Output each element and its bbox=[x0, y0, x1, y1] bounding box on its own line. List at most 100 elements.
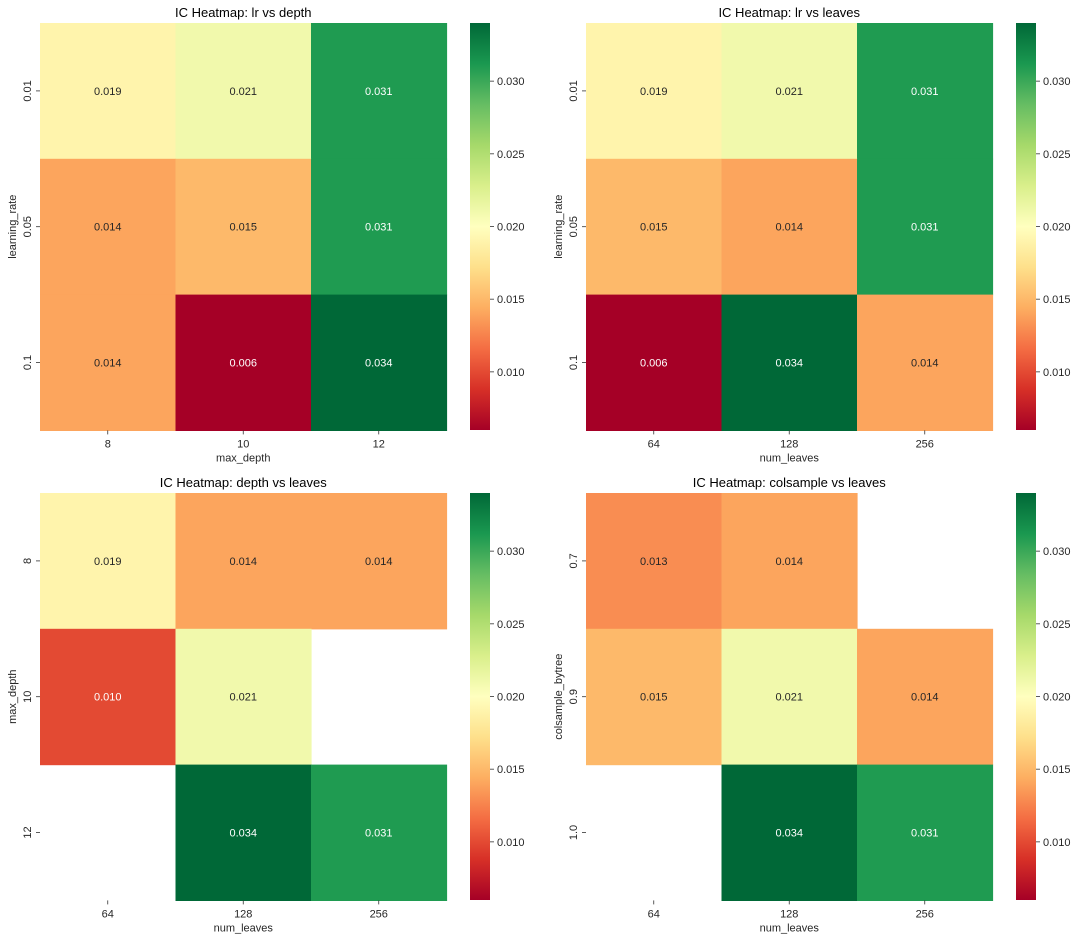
colorbar-tick-label: 0.025 bbox=[497, 619, 525, 631]
cell-value-label: 0.034 bbox=[775, 828, 803, 840]
cell-value-label: 0.006 bbox=[640, 358, 668, 370]
cell-value-label: 0.031 bbox=[911, 86, 939, 98]
cell-value-label: 0.021 bbox=[775, 86, 803, 98]
colorbar-tick-label: 0.010 bbox=[497, 837, 525, 849]
colorbar-tick-label: 0.025 bbox=[1043, 149, 1071, 161]
heatmap-cell bbox=[721, 158, 858, 296]
colorbar-tick-label: 0.025 bbox=[1043, 619, 1071, 631]
cell-value-label: 0.021 bbox=[775, 692, 803, 704]
cell-value-label: 0.010 bbox=[94, 692, 122, 704]
heatmap-cell bbox=[586, 628, 723, 766]
colorbar-tick-label: 0.020 bbox=[1043, 222, 1071, 234]
colorbar-tick-label: 0.020 bbox=[497, 692, 525, 704]
heatmap-cell bbox=[175, 23, 312, 160]
colorbar-tick-label: 0.015 bbox=[497, 294, 525, 306]
colorbar-tick-label: 0.030 bbox=[1043, 76, 1071, 88]
heatmap-cell bbox=[40, 294, 177, 431]
colorbar-tick-label: 0.010 bbox=[1043, 367, 1071, 379]
y-tick-label: 10 bbox=[22, 691, 34, 703]
x-tick-label: 128 bbox=[234, 908, 252, 920]
heatmap-cell bbox=[175, 158, 312, 296]
cell-value-label: 0.034 bbox=[775, 358, 803, 370]
x-axis-label: max_depth bbox=[216, 452, 270, 464]
y-tick-label: 0.01 bbox=[22, 80, 34, 101]
cell-value-label: 0.013 bbox=[640, 556, 668, 568]
cell-value-label: 0.014 bbox=[94, 358, 122, 370]
y-tick-label: 12 bbox=[22, 826, 34, 838]
heatmap-cell bbox=[311, 294, 448, 431]
heatmap-cell bbox=[857, 294, 994, 431]
heatmap-cell bbox=[721, 764, 858, 901]
x-tick-label: 8 bbox=[105, 438, 111, 450]
y-tick-label: 0.1 bbox=[568, 355, 580, 370]
colorbar bbox=[1016, 23, 1036, 430]
cell-value-label: 0.014 bbox=[365, 556, 393, 568]
x-tick-label: 64 bbox=[102, 908, 114, 920]
x-tick-label: 128 bbox=[780, 438, 798, 450]
colorbar-tick-label: 0.030 bbox=[497, 76, 525, 88]
y-axis-label: learning_rate bbox=[553, 195, 565, 259]
x-axis-label: num_leaves bbox=[760, 922, 820, 934]
colorbar-tick-label: 0.025 bbox=[497, 149, 525, 161]
heatmap-cell bbox=[586, 23, 723, 160]
heatmap-cell bbox=[586, 294, 723, 431]
cell-value-label: 0.014 bbox=[775, 556, 803, 568]
colorbar bbox=[470, 23, 490, 430]
colorbar-tick-label: 0.015 bbox=[1043, 764, 1071, 776]
y-tick-label: 0.1 bbox=[22, 355, 34, 370]
cell-value-label: 0.015 bbox=[640, 222, 668, 234]
heatmap-cell bbox=[311, 23, 448, 160]
cell-value-label: 0.019 bbox=[94, 86, 122, 98]
heatmap-cell bbox=[857, 158, 994, 296]
heatmap-cell bbox=[857, 764, 994, 901]
heatmap-cell bbox=[721, 628, 858, 766]
chart-title: IC Heatmap: depth vs leaves bbox=[160, 475, 327, 490]
heatmap-cell bbox=[175, 493, 312, 630]
y-tick-label: 0.9 bbox=[568, 689, 580, 704]
heatmap-cell bbox=[311, 158, 448, 296]
x-axis-label: num_leaves bbox=[760, 452, 820, 464]
colorbar-tick-label: 0.020 bbox=[497, 222, 525, 234]
colorbar-tick-label: 0.015 bbox=[497, 764, 525, 776]
y-tick-label: 8 bbox=[22, 558, 34, 564]
cell-value-label: 0.034 bbox=[365, 358, 393, 370]
colorbar-tick-label: 0.015 bbox=[1043, 294, 1071, 306]
heatmap-cell bbox=[586, 493, 723, 630]
cell-value-label: 0.015 bbox=[640, 692, 668, 704]
heatmap-panel-3: IC Heatmap: depth vs leaves 0.019 0.014 0.0… bbox=[7, 475, 525, 934]
heatmap-cell bbox=[40, 158, 177, 296]
cell-value-label: 0.014 bbox=[911, 358, 939, 370]
x-tick-label: 256 bbox=[916, 438, 934, 450]
colorbar-tick-label: 0.010 bbox=[1043, 837, 1071, 849]
heatmap-cell bbox=[857, 23, 994, 160]
heatmap-panel-4: IC Heatmap: colsample vs leaves 0.013 0.01… bbox=[553, 475, 1071, 934]
cell-value-label: 0.014 bbox=[94, 222, 122, 234]
colorbar-tick-label: 0.030 bbox=[497, 546, 525, 558]
chart-title: IC Heatmap: lr vs leaves bbox=[718, 5, 860, 20]
cell-value-label: 0.034 bbox=[229, 828, 257, 840]
cell-value-label: 0.031 bbox=[911, 222, 939, 234]
chart-title: IC Heatmap: colsample vs leaves bbox=[693, 475, 886, 490]
cell-value-label: 0.019 bbox=[640, 86, 668, 98]
heatmap-cell bbox=[311, 764, 448, 901]
heatmap-cell bbox=[721, 294, 858, 431]
heatmap-cell bbox=[311, 493, 448, 630]
x-tick-label: 10 bbox=[237, 438, 249, 450]
heatmap-cell bbox=[175, 764, 312, 901]
cell-value-label: 0.015 bbox=[229, 222, 257, 234]
heatmap-cell bbox=[40, 628, 177, 766]
x-tick-label: 64 bbox=[648, 438, 660, 450]
x-tick-label: 256 bbox=[916, 908, 934, 920]
cell-value-label: 0.021 bbox=[229, 86, 257, 98]
heatmap-cell bbox=[40, 23, 177, 160]
cell-value-label: 0.019 bbox=[94, 556, 122, 568]
heatmap-cell bbox=[721, 23, 858, 160]
cell-value-label: 0.014 bbox=[229, 556, 257, 568]
heatmap-panel-1: IC Heatmap: lr vs depth 0.019 0.021 0.031 0.… bbox=[7, 5, 525, 464]
cell-value-label: 0.006 bbox=[229, 358, 257, 370]
y-tick-label: 0.7 bbox=[568, 553, 580, 568]
cell-value-label: 0.031 bbox=[911, 828, 939, 840]
colorbar-tick-label: 0.020 bbox=[1043, 692, 1071, 704]
x-tick-label: 128 bbox=[780, 908, 798, 920]
